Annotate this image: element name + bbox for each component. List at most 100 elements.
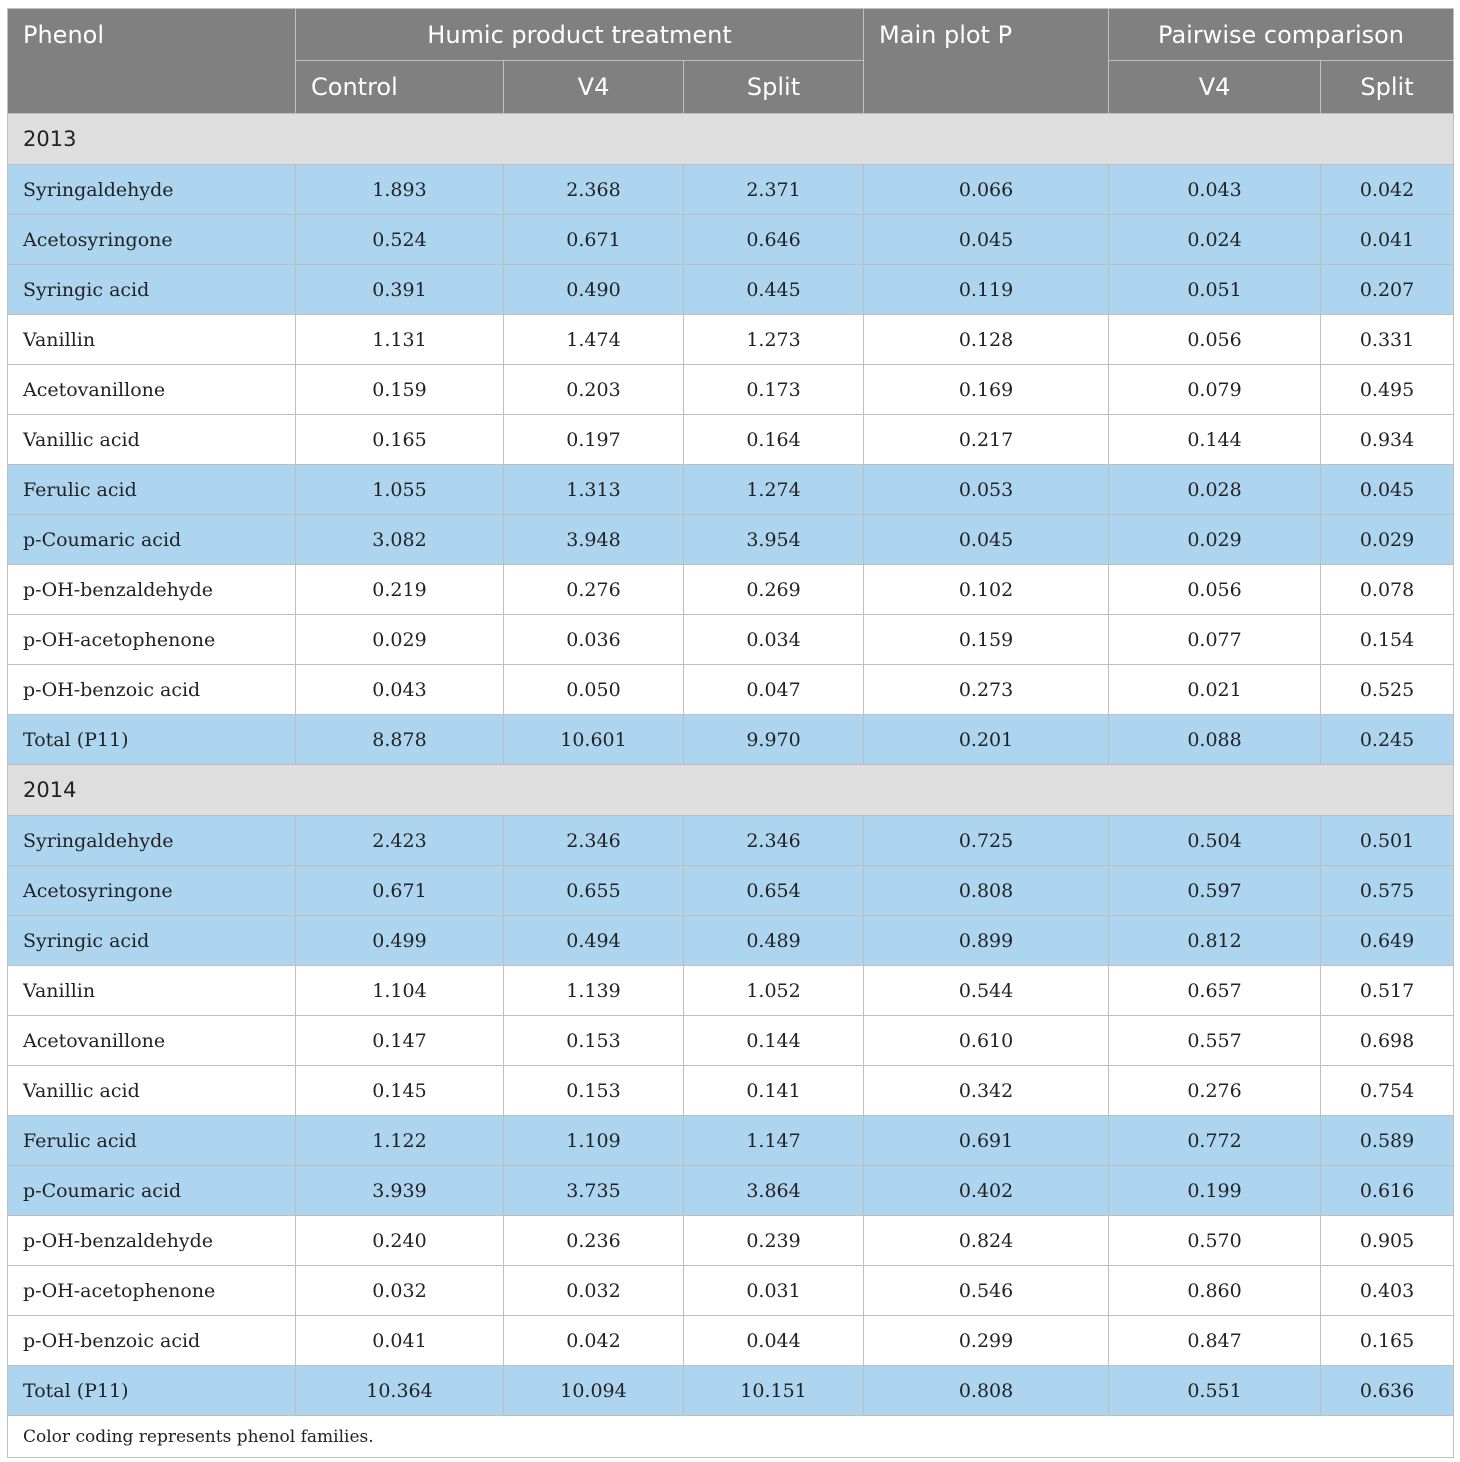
pairwise-split-cell: 0.589 (1320, 1115, 1455, 1166)
v4-cell: 0.236 (503, 1215, 684, 1266)
pairwise-v4-cell: 0.056 (1108, 314, 1322, 365)
v4-cell: 0.032 (503, 1265, 684, 1316)
v4-cell: 10.601 (503, 714, 684, 765)
control-cell: 10.364 (295, 1365, 504, 1416)
main-plot-p-cell: 0.824 (863, 1215, 1110, 1266)
pairwise-v4-cell: 0.597 (1108, 865, 1322, 916)
table-row: p-OH-benzoic acid 0.041 0.042 0.044 0.299 0.8… (7, 1315, 1455, 1366)
split-cell: 0.164 (682, 414, 865, 465)
main-plot-p-cell: 0.045 (863, 214, 1110, 265)
phenol-name-cell: Acetosyringone (7, 214, 296, 265)
phenol-name-cell: Syringic acid (7, 264, 296, 315)
main-plot-p-cell: 0.899 (863, 915, 1110, 966)
phenol-name-cell: Total (P11) (7, 714, 296, 765)
year-label: 2013 (6, 113, 1455, 165)
v4-cell: 0.655 (503, 865, 684, 916)
split-cell: 0.047 (682, 664, 865, 715)
split-cell: 1.052 (682, 965, 865, 1016)
split-cell: 1.273 (682, 314, 865, 365)
split-cell: 0.489 (682, 915, 865, 966)
year-row: 2014 (6, 764, 1455, 816)
table-row: Vanillic acid 0.165 0.197 0.164 0.217 0.144 0.… (7, 414, 1455, 465)
phenol-name-cell: p-OH-benzoic acid (7, 664, 296, 715)
table-row: p-OH-benzoic acid 0.043 0.050 0.047 0.273 0.0… (7, 664, 1455, 715)
pairwise-v4-cell: 0.504 (1108, 815, 1322, 866)
split-cell: 0.269 (682, 564, 865, 615)
pairwise-v4-cell: 0.077 (1108, 614, 1322, 665)
year-label: 2014 (6, 764, 1455, 816)
table-row: Syringic acid 0.391 0.490 0.445 0.119 0.051 0.… (7, 264, 1455, 315)
split-cell: 9.970 (682, 714, 865, 765)
pairwise-v4-cell: 0.021 (1108, 664, 1322, 715)
table-row: p-OH-benzaldehyde 0.219 0.276 0.269 0.102 0.0… (7, 564, 1455, 615)
phenol-name-cell: Vanillin (7, 965, 296, 1016)
v4-cell: 0.050 (503, 664, 684, 715)
pairwise-v4-cell: 0.570 (1108, 1215, 1322, 1266)
main-plot-p-cell: 0.691 (863, 1115, 1110, 1166)
pairwise-v4-cell: 0.199 (1108, 1165, 1322, 1216)
table-row: Vanillic acid 0.145 0.153 0.141 0.342 0.276 0.… (7, 1065, 1455, 1116)
v4-cell: 0.671 (503, 214, 684, 265)
main-plot-p-cell: 0.102 (863, 564, 1110, 615)
phenol-name-cell: Ferulic acid (7, 1115, 296, 1166)
main-plot-p-cell: 0.273 (863, 664, 1110, 715)
split-cell: 2.346 (682, 815, 865, 866)
control-cell: 8.878 (295, 714, 504, 765)
main-plot-p-cell: 0.128 (863, 314, 1110, 365)
phenol-name-cell: p-OH-acetophenone (7, 1265, 296, 1316)
header-pairwise-split: Split (1320, 60, 1455, 114)
split-cell: 2.371 (682, 164, 865, 215)
table-row: Acetosyringone 0.524 0.671 0.646 0.045 0.024 0… (7, 214, 1455, 265)
pairwise-split-cell: 0.636 (1320, 1365, 1455, 1416)
phenol-name-cell: Syringaldehyde (7, 164, 296, 215)
header-pairwise-comparison: Pairwise comparison (1108, 8, 1455, 61)
control-cell: 0.043 (295, 664, 504, 715)
main-plot-p-cell: 0.045 (863, 514, 1110, 565)
control-cell: 0.219 (295, 564, 504, 615)
pairwise-v4-cell: 0.088 (1108, 714, 1322, 765)
main-plot-p-cell: 0.725 (863, 815, 1110, 866)
control-cell: 0.029 (295, 614, 504, 665)
phenol-name-cell: Vanillic acid (7, 1065, 296, 1116)
main-plot-p-cell: 0.119 (863, 264, 1110, 315)
table-row: Total (P11) 10.364 10.094 10.151 0.808 0.551 0… (7, 1365, 1455, 1416)
v4-cell: 3.948 (503, 514, 684, 565)
phenol-name-cell: p-OH-benzaldehyde (7, 1215, 296, 1266)
main-plot-p-cell: 0.299 (863, 1315, 1110, 1366)
split-cell: 0.646 (682, 214, 865, 265)
table-row: Acetosyringone 0.671 0.655 0.654 0.808 0.597 0… (7, 865, 1455, 916)
table-row: Syringaldehyde 2.423 2.346 2.346 0.725 0.504 0… (7, 815, 1455, 866)
pairwise-split-cell: 0.154 (1320, 614, 1455, 665)
pairwise-split-cell: 0.331 (1320, 314, 1455, 365)
split-cell: 1.274 (682, 464, 865, 515)
phenol-name-cell: Vanillin (7, 314, 296, 365)
v4-cell: 0.036 (503, 614, 684, 665)
table-row: Acetovanillone 0.147 0.153 0.144 0.610 0.557 0… (7, 1015, 1455, 1066)
split-cell: 3.864 (682, 1165, 865, 1216)
header-v4: V4 (503, 60, 684, 114)
phenol-name-cell: p-OH-acetophenone (7, 614, 296, 665)
pairwise-v4-cell: 0.029 (1108, 514, 1322, 565)
table-row: p-Coumaric acid 3.082 3.948 3.954 0.045 0.029… (7, 514, 1455, 565)
v4-cell: 10.094 (503, 1365, 684, 1416)
phenol-table: Phenol Humic product treatment Main plot… (6, 8, 1455, 1458)
pairwise-split-cell: 0.403 (1320, 1265, 1455, 1316)
pairwise-split-cell: 0.517 (1320, 965, 1455, 1016)
main-plot-p-cell: 0.544 (863, 965, 1110, 1016)
v4-cell: 2.368 (503, 164, 684, 215)
phenol-name-cell: p-OH-benzaldehyde (7, 564, 296, 615)
phenol-name-cell: Acetovanillone (7, 364, 296, 415)
phenol-name-cell: Acetosyringone (7, 865, 296, 916)
control-cell: 1.122 (295, 1115, 504, 1166)
table-row: Total (P11) 8.878 10.601 9.970 0.201 0.088 0.2… (7, 714, 1455, 765)
v4-cell: 0.203 (503, 364, 684, 415)
control-cell: 0.147 (295, 1015, 504, 1066)
phenol-name-cell: Ferulic acid (7, 464, 296, 515)
main-plot-p-cell: 0.217 (863, 414, 1110, 465)
pairwise-split-cell: 0.501 (1320, 815, 1455, 866)
control-cell: 0.499 (295, 915, 504, 966)
pairwise-v4-cell: 0.847 (1108, 1315, 1322, 1366)
header-control: Control (295, 60, 504, 114)
header-phenol: Phenol (7, 8, 296, 114)
split-cell: 0.141 (682, 1065, 865, 1116)
